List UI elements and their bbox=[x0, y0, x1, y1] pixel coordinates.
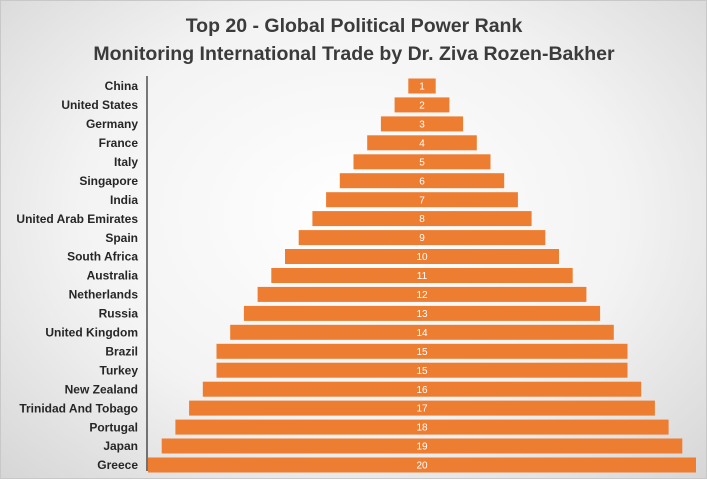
bar-united-arab-emirates bbox=[312, 211, 532, 227]
category-label: Spain bbox=[105, 231, 138, 245]
data-label: 11 bbox=[417, 271, 428, 282]
data-label: 16 bbox=[416, 385, 428, 396]
data-label: 15 bbox=[416, 347, 428, 358]
category-label: Portugal bbox=[89, 420, 138, 434]
category-label: Singapore bbox=[79, 174, 138, 188]
category-label: Turkey bbox=[100, 363, 139, 377]
category-label: India bbox=[110, 193, 138, 207]
bar-australia bbox=[271, 268, 573, 283]
bar-china bbox=[408, 78, 436, 94]
data-label: 13 bbox=[416, 309, 428, 320]
bar-united-states bbox=[394, 97, 450, 113]
data-label: 15 bbox=[416, 366, 428, 377]
chart-subtitle: Monitoring International Trade by Dr. Zi… bbox=[93, 43, 615, 65]
bar-spain bbox=[298, 230, 546, 246]
chart-title: Top 20 - Global Political Power Rank bbox=[186, 15, 523, 37]
category-label: New Zealand bbox=[65, 382, 138, 396]
data-label: 14 bbox=[416, 328, 428, 339]
bar-netherlands bbox=[257, 286, 587, 302]
bar-brazil bbox=[216, 343, 628, 359]
category-label: Italy bbox=[114, 155, 138, 169]
category-label: France bbox=[99, 136, 139, 150]
category-label: Germany bbox=[86, 117, 138, 131]
bar-trinidad-and-tobago bbox=[189, 400, 655, 416]
category-label: United Kingdom bbox=[45, 326, 138, 340]
category-label: Australia bbox=[87, 269, 139, 283]
data-label: 8 bbox=[419, 214, 425, 225]
category-label: Brazil bbox=[105, 345, 138, 359]
category-label: Russia bbox=[99, 307, 139, 321]
data-label: 4 bbox=[419, 138, 425, 149]
category-label: United States bbox=[61, 98, 138, 112]
bar-singapore bbox=[339, 173, 505, 189]
bar-south-africa bbox=[285, 249, 559, 264]
data-label: 20 bbox=[416, 461, 428, 472]
data-label: 19 bbox=[416, 442, 428, 453]
category-label: Netherlands bbox=[69, 288, 139, 302]
data-label: 10 bbox=[416, 252, 428, 263]
bar-germany bbox=[380, 116, 464, 132]
bar-greece bbox=[148, 457, 696, 473]
data-label: 1 bbox=[419, 82, 425, 93]
bars-group bbox=[148, 78, 696, 473]
bar-italy bbox=[353, 154, 491, 170]
bar-united-kingdom bbox=[230, 324, 614, 340]
bar-russia bbox=[243, 305, 601, 321]
category-labels-group: China United States Germany France Italy Sing… bbox=[16, 79, 138, 472]
category-label: China bbox=[105, 79, 139, 93]
data-label: 9 bbox=[419, 233, 425, 244]
data-label: 7 bbox=[419, 195, 425, 206]
category-label: Greece bbox=[97, 458, 138, 472]
data-label: 17 bbox=[416, 404, 428, 415]
data-label: 3 bbox=[419, 120, 425, 131]
data-label: 5 bbox=[419, 157, 425, 168]
bar-france bbox=[367, 135, 477, 151]
bar-portugal bbox=[175, 419, 669, 435]
bar-new-zealand bbox=[202, 381, 642, 397]
data-label: 18 bbox=[416, 423, 428, 434]
category-label: Trinidad And Tobago bbox=[19, 401, 138, 415]
data-label: 12 bbox=[416, 290, 428, 301]
category-label: United Arab Emirates bbox=[16, 212, 138, 226]
data-label: 6 bbox=[419, 176, 425, 187]
bar-india bbox=[326, 192, 518, 208]
category-label: Japan bbox=[103, 439, 138, 453]
category-label: South Africa bbox=[67, 250, 138, 264]
bar-turkey bbox=[216, 362, 628, 378]
bar-japan bbox=[161, 438, 683, 454]
data-label: 2 bbox=[419, 101, 425, 112]
